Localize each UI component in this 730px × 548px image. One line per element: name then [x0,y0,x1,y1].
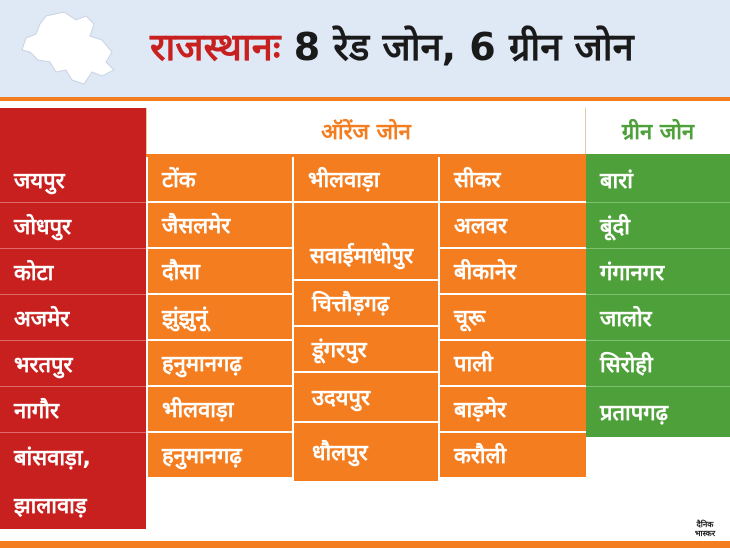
red-zone-item: झालावाड़ [0,481,146,529]
orange-zone-item: सीकर [440,157,586,201]
red-header-underline [0,154,146,157]
orange-zone-item: दौसा [148,249,292,293]
orange-zone-item: धौलपुर [294,423,438,481]
orange-zone-item: भीलवाड़ा [148,387,292,431]
orange-zone-item: भीलवाड़ा [294,157,438,201]
footer-bar [0,541,730,548]
orange-zone-item: चित्तौड़गढ़ [294,281,438,325]
orange-zone-item: बीकानेर [440,249,586,293]
orange-zone-item: चूरू [440,295,586,339]
red-zone-item: भरतपुर [0,341,146,387]
logo-line-1: दैनिक [696,520,714,529]
title-rest: 8 रेड जोन, 6 ग्रीन जोन [293,25,634,69]
green-zone-item: बारां [586,157,730,203]
orange-zone-item: झुंझुनूं [148,295,292,339]
red-zone-item: अजमेर [0,295,146,341]
orange-zone-item: हनुमानगढ़ [148,341,292,385]
orange-zone-item: उदयपुर [294,373,438,421]
green-zone-item: गंगानगर [586,249,730,295]
red-zone-item: बांसवाड़ा, [0,433,146,481]
orange-zone-item: अलवर [440,203,586,247]
red-zone-header: रेड जोन [0,108,146,154]
green-header-underline [586,154,730,157]
header-banner: राजस्थानः 8 रेड जोन, 6 ग्रीन जोन [0,0,730,97]
red-zone-item: नागौर [0,387,146,433]
red-zone-item: जोधपुर [0,203,146,249]
logo-line-2: भास्कर [694,529,716,538]
orange-zone-header: ऑरेंज जोन [146,108,586,154]
green-zone-header: ग्रीन जोन [621,120,695,145]
green-zone-item: जालोर [586,295,730,341]
green-zone-item: बूंदी [586,203,730,249]
red-zone-item: जयपुर [0,157,146,203]
orange-zone-item: हनुमानगढ़ [148,433,292,477]
header-divider [0,97,730,101]
green-zone-item: प्रतापगढ़ [586,387,730,437]
orange-zone-item: जैसलमेर [148,203,292,247]
orange-header-underline [146,154,586,157]
rajasthan-map-icon [21,11,115,85]
orange-zone-item: टोंक [148,157,292,201]
red-zone-item: कोटा [0,249,146,295]
orange-zone-item: पाली [440,341,586,385]
orange-zone-item: करौली [440,433,586,477]
publisher-logo: दैनिक भास्कर [686,520,724,540]
page-title: राजस्थानः 8 रेड जोन, 6 ग्रीन जोन [150,20,634,72]
green-zone-item: सिरोही [586,341,730,387]
orange-zone-item: बाड़मेर [440,387,586,431]
orange-zone-item: सवाईमाधोपुर [294,203,438,279]
title-state: राजस्थानः [150,25,281,69]
orange-zone-item: डूंगरपुर [294,327,438,371]
